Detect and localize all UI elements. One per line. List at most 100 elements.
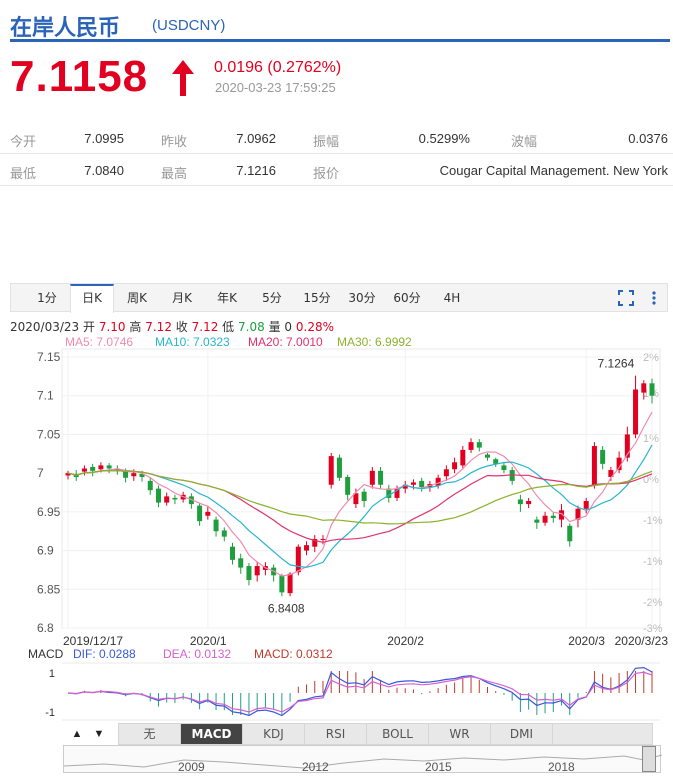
indicator-dmi[interactable]: DMI: [491, 724, 553, 744]
candle-body: [279, 575, 285, 593]
y-tick-label: 6.9: [37, 544, 54, 558]
pct-tick-label: -2%: [643, 597, 663, 609]
candle-body: [320, 538, 326, 540]
y-tick-label: 7: [37, 466, 44, 480]
source-value: Cougar Capital Management. New York: [439, 163, 668, 178]
arrow-up-icon: [172, 60, 194, 96]
candle-body: [600, 449, 606, 464]
candle-body: [484, 454, 490, 458]
macd-axis-label: -1: [45, 707, 55, 719]
candle-body: [641, 383, 647, 393]
more-icon[interactable]: [645, 289, 663, 307]
y-tick-label: 6.8: [37, 621, 54, 635]
low-value: 7.0840: [84, 163, 124, 178]
high-value: 7.1216: [236, 163, 276, 178]
scroller-handle[interactable]: [642, 746, 656, 772]
year-label: 2009: [178, 760, 205, 774]
candle-body: [221, 530, 227, 537]
candle-body: [90, 466, 96, 471]
candle-body: [98, 465, 104, 470]
nav-up-button[interactable]: ▲: [71, 728, 83, 740]
open-label: 今开: [10, 135, 37, 150]
tab-30min[interactable]: 30分: [348, 291, 376, 305]
candle-body: [567, 525, 573, 542]
candle-body: [361, 491, 367, 502]
candle-body: [287, 573, 293, 594]
candle-body: [468, 442, 474, 450]
year-label: 2015: [425, 760, 452, 774]
x-tick-label: 2020/2: [387, 634, 424, 648]
tab-daily[interactable]: 日K: [70, 284, 114, 313]
tab-yearly[interactable]: 年K: [217, 291, 237, 305]
kline-chart[interactable]: 7.15 7.1 7.05 7 6.95 6.9 6.85 6.8 2% 1% 0% -1% -1% -2…: [0, 345, 673, 725]
indicator-kdj[interactable]: KDJ: [243, 724, 305, 744]
candle-body: [443, 469, 449, 477]
x-tick-label: 2020/1: [190, 634, 227, 648]
tab-1min[interactable]: 1分: [37, 291, 57, 305]
amplitude-value: 0.5299%: [418, 131, 470, 146]
candle-body: [583, 501, 589, 509]
tab-weekly[interactable]: 周K: [127, 291, 147, 305]
indicator-macd[interactable]: MACD: [181, 724, 243, 744]
candle-body: [394, 488, 400, 498]
candle-body: [353, 493, 359, 505]
candle-body: [246, 566, 252, 580]
candle-body: [230, 546, 236, 560]
source-label: 报价: [313, 167, 340, 182]
pct-tick-label: -1%: [643, 515, 663, 527]
timeline-scroller[interactable]: [63, 745, 663, 773]
low-annotation: 6.8408: [268, 601, 305, 615]
symbol-label: (USDCNY): [152, 17, 226, 34]
candle-body: [295, 546, 301, 573]
ma5-legend: MA5: 7.0746: [65, 335, 134, 349]
timeframe-tabs: 1分 日K 周K 月K 年K 5分 15分 30分 60分 4H: [10, 283, 668, 313]
candle-body: [123, 470, 129, 478]
x-tick-label: 2020/3/23: [615, 634, 669, 648]
pct-tick-label: -1%: [643, 556, 663, 568]
candle-body: [369, 470, 375, 485]
low-label: 最低: [10, 167, 37, 182]
candle-body: [542, 515, 548, 523]
candle-body: [476, 442, 482, 448]
tab-60min[interactable]: 60分: [393, 291, 421, 305]
candle-body: [304, 545, 310, 551]
open-label: 开: [83, 320, 96, 334]
candle-body: [328, 456, 334, 485]
high-label: 最高: [161, 167, 188, 182]
volume-label: 量: [268, 320, 281, 334]
candle-body: [501, 465, 507, 471]
fullscreen-icon[interactable]: [617, 289, 635, 307]
candle-body: [213, 519, 219, 532]
ma-line: [67, 411, 653, 577]
high-label: 高: [129, 320, 142, 334]
candle-body: [131, 473, 137, 477]
tab-monthly[interactable]: 月K: [172, 291, 192, 305]
indicator-tabs: 无 MACD KDJ RSI BOLL WR DMI: [118, 723, 653, 745]
tab-5min[interactable]: 5分: [262, 291, 282, 305]
year-label: 2012: [302, 760, 329, 774]
nav-down-button[interactable]: ▼: [93, 728, 105, 740]
low-label: 低: [222, 320, 235, 334]
indicator-rsi[interactable]: RSI: [305, 724, 367, 744]
range-value: 0.0376: [628, 131, 668, 146]
candle-body: [254, 566, 260, 576]
dea-legend: DEA: 0.0132: [163, 647, 232, 661]
ohlc-close: 7.12: [191, 320, 219, 334]
candle-body: [526, 501, 532, 505]
quote-timestamp: 2020-03-23 17:59:25: [215, 80, 336, 95]
quote-row-2: 最低 7.0840 最高 7.1216 报价 Cougar Capital Ma…: [0, 154, 673, 186]
pct-tick-label: -3%: [643, 623, 663, 635]
high-annotation: 7.1264: [598, 356, 635, 370]
candle-body: [493, 459, 499, 464]
candle-body: [139, 473, 145, 478]
tab-15min[interactable]: 15分: [303, 291, 331, 305]
y-tick-label: 6.95: [37, 505, 61, 519]
indicator-boll[interactable]: BOLL: [367, 724, 429, 744]
candle-body: [147, 480, 153, 491]
ohlc-pct: 0.28%: [295, 320, 334, 334]
indicator-none[interactable]: 无: [119, 724, 181, 744]
candle-body: [378, 470, 384, 485]
indicator-wr[interactable]: WR: [429, 724, 491, 744]
candle-body: [624, 434, 630, 458]
tab-4h[interactable]: 4H: [443, 291, 461, 305]
